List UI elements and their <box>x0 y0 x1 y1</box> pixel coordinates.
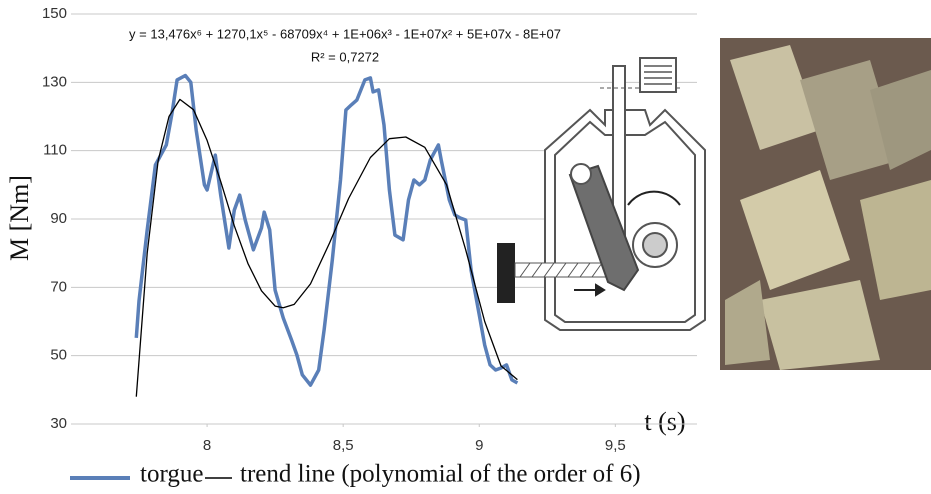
y-tick-label: 50 <box>50 347 67 364</box>
legend-label: torgue <box>140 461 203 488</box>
x-tick-label: 8 <box>203 437 211 454</box>
x-tick-label: 9 <box>475 437 483 454</box>
y-axis-label: M [Nm] <box>5 175 34 261</box>
legend-label: trend line (polynomial of the order of 6… <box>240 461 641 488</box>
y-tick-label: 150 <box>42 5 67 22</box>
y-tick-label: 130 <box>42 73 67 90</box>
r-squared: R² = 0,7272 <box>311 49 379 64</box>
y-tick-label: 110 <box>43 142 67 159</box>
equation: y = 13,476x⁶ + 1270,1x⁵ - 68709x⁴ + 1E+0… <box>129 26 561 41</box>
x-axis-label: t (s) <box>644 407 685 436</box>
series-line <box>134 73 519 387</box>
x-tick-label: 8,5 <box>333 437 354 454</box>
plot-area <box>134 73 519 397</box>
wood-chips-photo <box>720 38 931 370</box>
x-tick-label: 9,5 <box>605 437 626 454</box>
series-line <box>135 98 518 397</box>
y-tick-label: 70 <box>50 278 67 295</box>
y-tick-label: 90 <box>50 210 67 227</box>
shredder-diagram <box>497 57 706 331</box>
y-tick-label: 30 <box>50 415 67 432</box>
